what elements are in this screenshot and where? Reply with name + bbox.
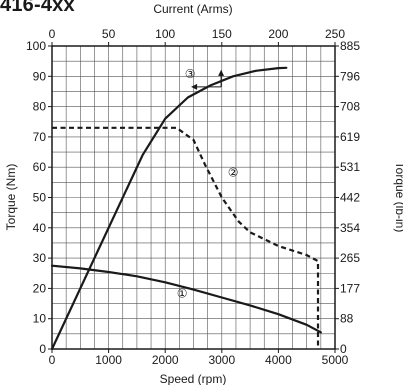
y2-tick-label: 88 bbox=[340, 312, 354, 326]
marker-layer: ① ② ③ bbox=[177, 67, 239, 301]
top-tick-label: 250 bbox=[325, 27, 345, 41]
series-layer bbox=[50, 66, 322, 351]
y-tick-label: 30 bbox=[33, 251, 47, 265]
y2-tick-label: 354 bbox=[340, 221, 360, 235]
label-layer: Speed (rpm) Current (Arms) Torque (Nm) T… bbox=[4, 2, 403, 385]
top-axis-label: Current (Arms) bbox=[153, 2, 232, 16]
x-tick-label: 0 bbox=[49, 353, 56, 367]
arrow-head-left bbox=[191, 83, 198, 90]
y2-tick-label: 531 bbox=[340, 160, 360, 174]
top-tick-label: 100 bbox=[155, 27, 175, 41]
y-tick-label: 90 bbox=[33, 69, 47, 83]
y2-tick-label: 796 bbox=[340, 69, 360, 83]
y-tick-label: 80 bbox=[33, 100, 47, 114]
x-tick-label: 5000 bbox=[322, 353, 349, 367]
y2-tick-label: 708 bbox=[340, 100, 360, 114]
series-curve-2 bbox=[52, 126, 320, 349]
y-tick-label: 100 bbox=[26, 39, 46, 53]
top-tick-label: 150 bbox=[212, 27, 232, 41]
y-tick-label: 50 bbox=[33, 191, 47, 205]
curve-marker-1: ① bbox=[177, 286, 188, 300]
arrow-head-up bbox=[218, 69, 225, 76]
curve-marker-3: ③ bbox=[185, 67, 196, 81]
y-tick-label: 0 bbox=[39, 342, 46, 356]
top-tick-label: 200 bbox=[268, 27, 288, 41]
top-tick-label: 50 bbox=[102, 27, 116, 41]
y-tick-label: 20 bbox=[33, 281, 47, 295]
y2-tick-label: 885 bbox=[340, 39, 360, 53]
top-tick-label: 0 bbox=[49, 27, 56, 41]
y2-tick-label: 265 bbox=[340, 251, 360, 265]
x-tick-label: 3000 bbox=[208, 353, 235, 367]
series-curve-1 bbox=[50, 264, 322, 334]
y2-tick-label: 0 bbox=[340, 342, 347, 356]
y-tick-label: 60 bbox=[33, 160, 47, 174]
y-tick-label: 40 bbox=[33, 221, 47, 235]
y2-tick-label: 619 bbox=[340, 130, 360, 144]
series-curve-3 bbox=[50, 66, 288, 351]
x-axis-label: Speed (rpm) bbox=[160, 372, 227, 385]
right-axis-label: Torque (lb-in) bbox=[393, 162, 403, 233]
y-axis-label: Torque (Nm) bbox=[4, 164, 18, 231]
y-tick-label: 10 bbox=[33, 312, 47, 326]
x-tick-label: 1000 bbox=[95, 353, 122, 367]
chart-title: 416-4xx bbox=[0, 0, 75, 16]
y2-tick-label: 177 bbox=[340, 281, 360, 295]
curve-marker-2: ② bbox=[228, 165, 239, 179]
y-tick-label: 70 bbox=[33, 130, 47, 144]
grid-layer bbox=[52, 46, 335, 349]
x-tick-label: 2000 bbox=[152, 353, 179, 367]
x-tick-label: 4000 bbox=[265, 353, 292, 367]
y2-tick-label: 442 bbox=[340, 191, 360, 205]
